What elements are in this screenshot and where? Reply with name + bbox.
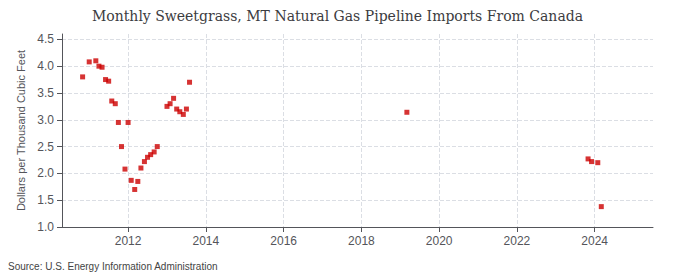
svg-text:Monthly Sweetgrass, MT Natural: Monthly Sweetgrass, MT Natural Gas Pipel…	[92, 8, 583, 24]
svg-text:2.5: 2.5	[37, 140, 54, 154]
svg-text:2014: 2014	[193, 234, 220, 248]
svg-text:4.0: 4.0	[37, 59, 54, 73]
svg-text:1.0: 1.0	[37, 220, 54, 234]
svg-text:2012: 2012	[115, 234, 142, 248]
svg-text:Source: U.S. Energy Informatio: Source: U.S. Energy Information Administ…	[8, 261, 218, 272]
svg-text:4.5: 4.5	[37, 32, 54, 46]
svg-text:2022: 2022	[504, 234, 531, 248]
svg-text:2018: 2018	[348, 234, 375, 248]
svg-text:2024: 2024	[581, 234, 608, 248]
svg-text:Dollars per Thousand Cubic Fee: Dollars per Thousand Cubic Feet	[15, 50, 27, 211]
svg-text:1.5: 1.5	[37, 193, 54, 207]
svg-text:2016: 2016	[270, 234, 297, 248]
svg-text:2020: 2020	[426, 234, 453, 248]
svg-text:3.5: 3.5	[37, 86, 54, 100]
svg-text:3.0: 3.0	[37, 113, 54, 127]
svg-text:2.0: 2.0	[37, 166, 54, 180]
